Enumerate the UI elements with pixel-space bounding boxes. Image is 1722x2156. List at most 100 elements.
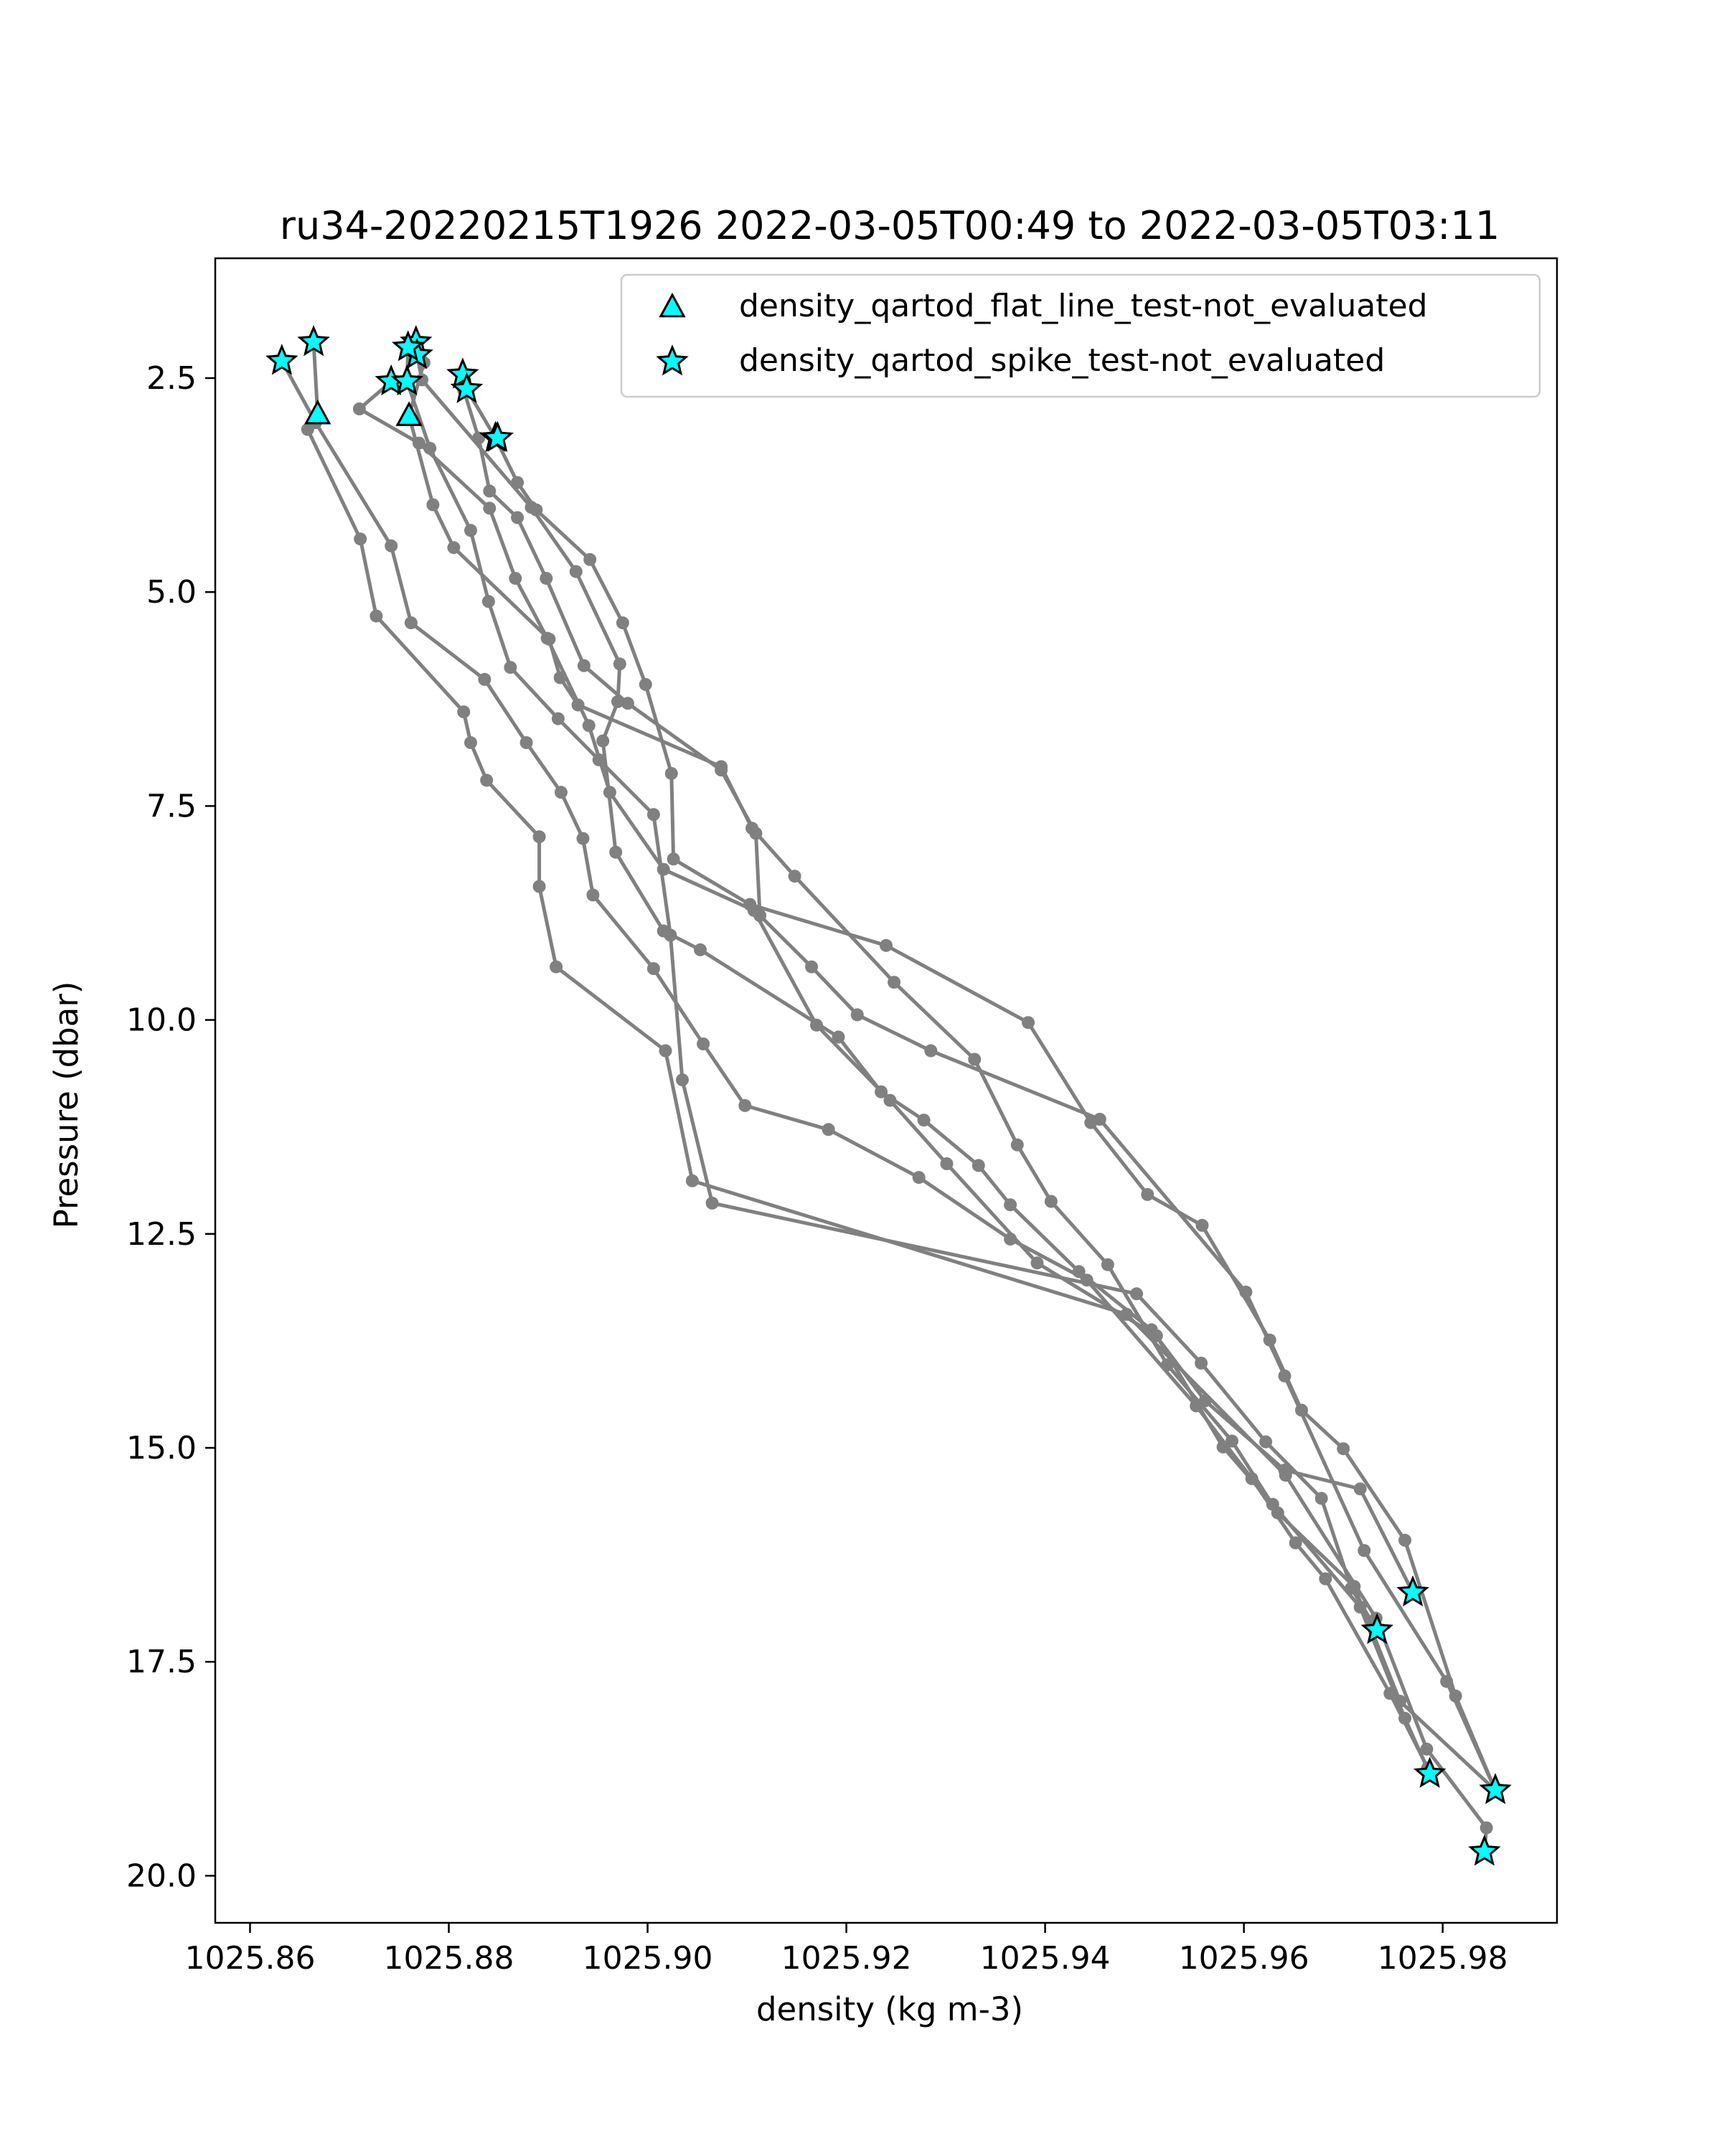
x-tick-label: 1025.98 bbox=[1378, 1940, 1508, 1977]
data-point bbox=[1289, 1536, 1302, 1550]
data-point bbox=[832, 1030, 845, 1044]
data-point bbox=[917, 1114, 931, 1127]
data-point bbox=[1271, 1506, 1284, 1520]
data-point bbox=[540, 572, 553, 585]
series-line-7 bbox=[461, 375, 1497, 1792]
data-point bbox=[664, 767, 678, 781]
data-point bbox=[582, 719, 596, 733]
data-point bbox=[1263, 1333, 1276, 1347]
data-point bbox=[968, 1053, 982, 1066]
data-point bbox=[738, 1098, 752, 1112]
data-point bbox=[1030, 1256, 1044, 1270]
legend-label-spike: density_qartod_spike_test-not_evaluated bbox=[739, 342, 1385, 379]
data-point bbox=[352, 402, 366, 415]
data-point bbox=[1144, 1323, 1158, 1337]
data-point bbox=[571, 698, 585, 712]
data-point bbox=[1245, 1472, 1258, 1485]
data-point bbox=[883, 1093, 897, 1107]
data-point bbox=[586, 888, 600, 902]
data-point bbox=[1022, 1016, 1035, 1030]
spike-marker bbox=[265, 344, 298, 375]
data-point bbox=[850, 1008, 864, 1022]
data-point bbox=[1353, 1482, 1367, 1496]
data-point bbox=[646, 962, 660, 975]
data-point bbox=[555, 786, 568, 799]
data-point bbox=[1420, 1742, 1434, 1756]
legend-label-flat-line: density_qartod_flat_line_test-not_evalua… bbox=[739, 288, 1428, 324]
data-point bbox=[511, 511, 524, 524]
data-point bbox=[583, 552, 597, 566]
data-point bbox=[1383, 1687, 1397, 1700]
data-point bbox=[596, 734, 610, 748]
x-tick-label: 1025.96 bbox=[1179, 1940, 1309, 1977]
data-point bbox=[639, 678, 652, 691]
spike-marker bbox=[1360, 1613, 1394, 1644]
y-tick-label: 7.5 bbox=[146, 788, 197, 824]
data-point bbox=[1084, 1116, 1098, 1129]
data-point bbox=[1004, 1198, 1017, 1212]
data-point bbox=[483, 502, 497, 515]
data-point bbox=[611, 695, 624, 708]
axis-ticks: 1025.86 1025.88 1025.90 1025.92 1025.94 1025.… bbox=[126, 360, 1508, 1977]
data-point bbox=[603, 786, 616, 799]
legend-triangle bbox=[659, 292, 686, 318]
data-point bbox=[577, 659, 591, 672]
x-tick-label: 1025.88 bbox=[384, 1940, 514, 1977]
data-point bbox=[822, 1123, 835, 1136]
legend-star bbox=[656, 344, 689, 376]
data-point bbox=[423, 441, 437, 455]
data-point bbox=[1295, 1403, 1308, 1417]
data-point bbox=[646, 808, 660, 822]
data-point bbox=[788, 870, 801, 883]
data-point bbox=[1398, 1711, 1412, 1725]
data-point bbox=[805, 960, 819, 974]
legend-box bbox=[620, 273, 1541, 398]
y-tick-label: 2.5 bbox=[146, 360, 197, 397]
spike-marker bbox=[390, 364, 424, 396]
data-point bbox=[667, 852, 680, 866]
spike-marker bbox=[1413, 1756, 1446, 1788]
data-point bbox=[1347, 1580, 1361, 1594]
chart-title: ru34-20220215T1926 2022-03-05T00:49 to 2… bbox=[280, 203, 1500, 248]
series-line-1 bbox=[306, 342, 1489, 1853]
data-point bbox=[659, 1044, 672, 1058]
data-point bbox=[1198, 1394, 1212, 1408]
data-point bbox=[715, 763, 728, 777]
data-point bbox=[1479, 1821, 1493, 1835]
data-point bbox=[1120, 1307, 1134, 1321]
data-point bbox=[1101, 1258, 1114, 1271]
data-point bbox=[1353, 1600, 1367, 1614]
x-tick-label: 1025.94 bbox=[980, 1940, 1111, 1977]
data-point bbox=[519, 736, 533, 750]
data-point bbox=[478, 672, 491, 686]
data-point bbox=[1393, 1695, 1407, 1708]
data-point bbox=[1278, 1369, 1292, 1383]
spike-marker bbox=[391, 330, 425, 362]
data-point bbox=[1161, 1358, 1174, 1372]
legend: density_qartod_flat_line_test-not_evalua… bbox=[620, 273, 1541, 398]
data-point bbox=[1239, 1285, 1253, 1299]
data-point bbox=[1337, 1442, 1350, 1456]
data-point bbox=[1044, 1195, 1058, 1208]
data-point bbox=[1449, 1689, 1462, 1703]
data-point bbox=[1004, 1233, 1017, 1246]
x-tick-label: 1025.86 bbox=[185, 1940, 316, 1977]
data-point bbox=[480, 773, 494, 787]
data-point bbox=[694, 943, 707, 956]
x-tick-label: 1025.92 bbox=[781, 1940, 912, 1977]
data-point bbox=[971, 1159, 985, 1172]
data-point bbox=[1130, 1287, 1144, 1301]
data-point bbox=[1319, 1572, 1332, 1586]
data-point bbox=[657, 924, 670, 938]
data-point bbox=[464, 736, 477, 750]
flat-line-marker bbox=[395, 401, 423, 426]
data-point bbox=[676, 1073, 689, 1087]
y-tick-label: 17.5 bbox=[126, 1644, 197, 1680]
data-point bbox=[1278, 1464, 1292, 1477]
data-point bbox=[385, 539, 398, 552]
y-tick-label: 20.0 bbox=[126, 1858, 197, 1894]
data-point bbox=[705, 1196, 719, 1210]
data-point bbox=[532, 830, 546, 844]
